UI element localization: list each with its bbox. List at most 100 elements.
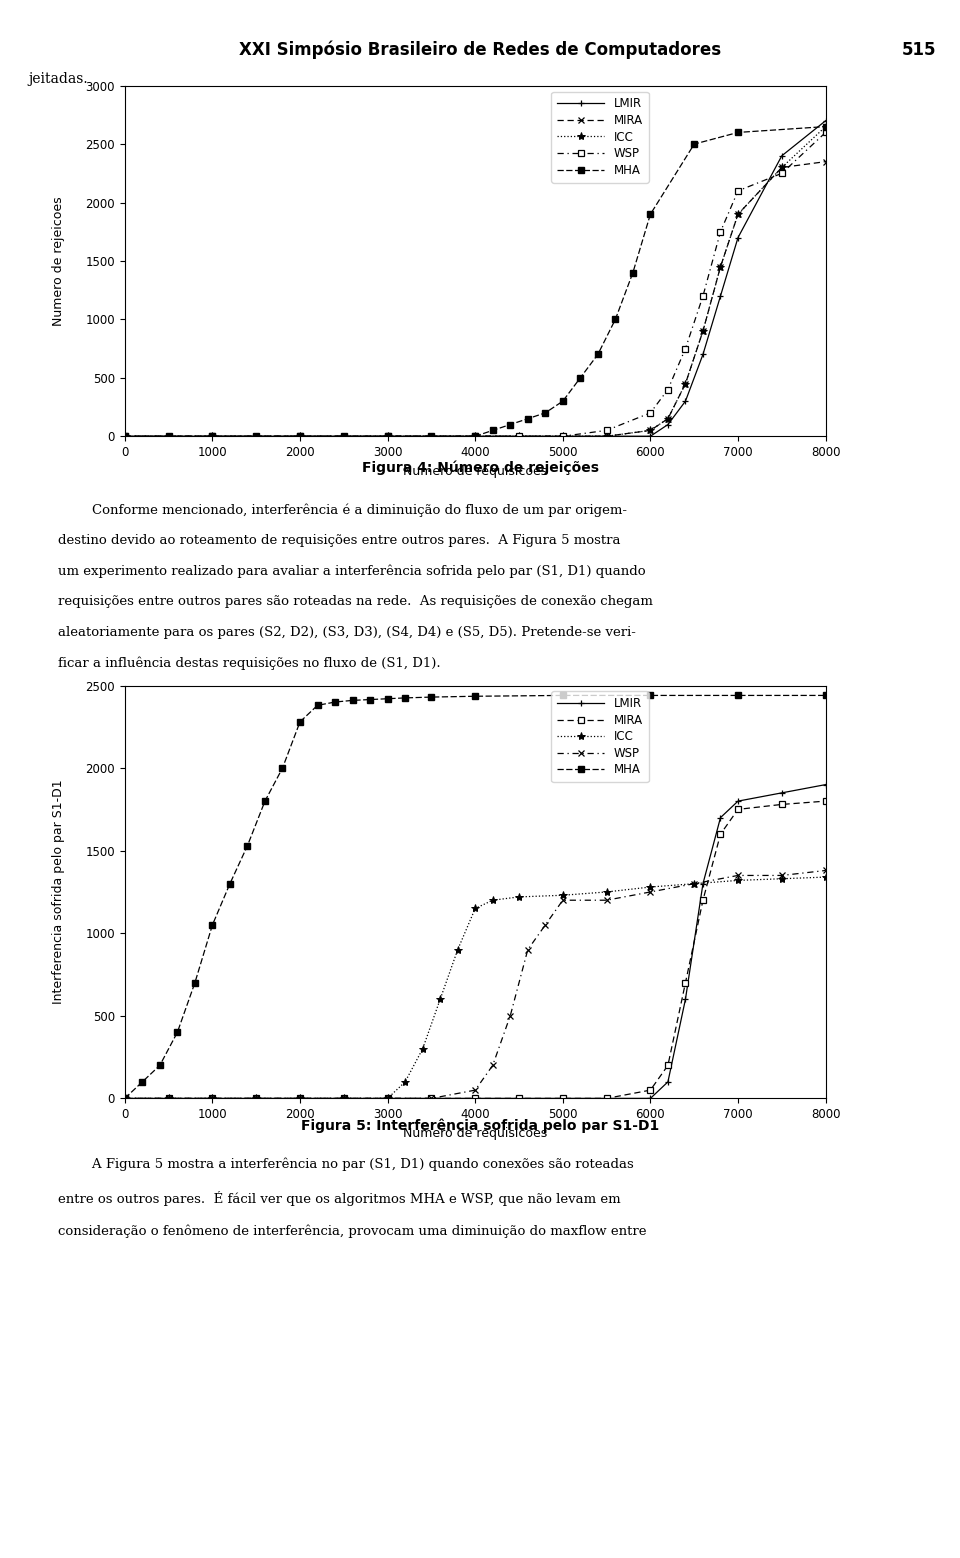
MHA: [522, 410, 534, 428]
MHA: [225, 874, 236, 893]
WSP: [522, 941, 534, 960]
WSP: [557, 427, 568, 446]
LMIR: [469, 1089, 481, 1108]
ICC: [732, 871, 744, 890]
LMIR: [662, 1072, 674, 1091]
Legend: LMIR, MIRA, ICC, WSP, MHA: LMIR, MIRA, ICC, WSP, MHA: [551, 692, 649, 782]
ICC: [514, 888, 525, 907]
MIRA: [645, 421, 657, 439]
MIRA: [645, 1081, 657, 1100]
MIRA: [469, 1089, 481, 1108]
LMIR: [680, 393, 691, 411]
ICC: [338, 1089, 349, 1108]
LMIR: [645, 1089, 657, 1108]
ICC: [697, 323, 708, 341]
LMIR: [645, 427, 657, 446]
LMIR: [820, 776, 831, 795]
MIRA: [662, 410, 674, 428]
ICC: [645, 421, 657, 439]
MIRA: [776, 159, 787, 178]
WSP: [505, 1006, 516, 1025]
LMIR: [206, 427, 218, 446]
LMIR: [697, 874, 708, 893]
Text: consideração o fenômeno de interferência, provocam uma diminuição do maxflow ent: consideração o fenômeno de interferência…: [58, 1225, 646, 1237]
ICC: [776, 869, 787, 888]
Line: MHA: MHA: [122, 123, 828, 439]
WSP: [557, 891, 568, 910]
ICC: [645, 877, 657, 896]
ICC: [688, 874, 700, 893]
MHA: [347, 692, 358, 710]
Line: LMIR: LMIR: [121, 781, 829, 1102]
MHA: [206, 916, 218, 935]
WSP: [206, 427, 218, 446]
WSP: [732, 182, 744, 201]
WSP: [338, 1089, 349, 1108]
MIRA: [206, 427, 218, 446]
MHA: [172, 1024, 183, 1042]
MIRA: [601, 427, 612, 446]
WSP: [732, 866, 744, 885]
MIRA: [680, 974, 691, 992]
WSP: [294, 1089, 305, 1108]
MHA: [505, 416, 516, 435]
MHA: [645, 686, 657, 704]
WSP: [680, 340, 691, 358]
LMIR: [294, 1089, 305, 1108]
WSP: [163, 1089, 175, 1108]
MHA: [574, 369, 586, 388]
MHA: [469, 427, 481, 446]
MIRA: [514, 427, 525, 446]
X-axis label: Numero de requisicoes: Numero de requisicoes: [403, 1126, 547, 1139]
MHA: [338, 427, 349, 446]
MIRA: [820, 791, 831, 810]
ICC: [714, 257, 727, 276]
WSP: [382, 1089, 394, 1108]
LMIR: [469, 427, 481, 446]
MHA: [136, 1072, 148, 1091]
ICC: [163, 1089, 175, 1108]
MHA: [592, 346, 604, 365]
Y-axis label: Interferencia sofrida pelo par S1-D1: Interferencia sofrida pelo par S1-D1: [52, 779, 65, 1005]
WSP: [688, 874, 700, 893]
LMIR: [680, 989, 691, 1008]
ICC: [469, 899, 481, 918]
MIRA: [732, 801, 744, 820]
Line: ICC: ICC: [121, 123, 829, 441]
LMIR: [557, 1089, 568, 1108]
LMIR: [714, 809, 727, 827]
ICC: [399, 1072, 411, 1091]
MIRA: [251, 1089, 262, 1108]
LMIR: [163, 1089, 175, 1108]
Text: XXI Simpósio Brasileiro de Redes de Computadores: XXI Simpósio Brasileiro de Redes de Comp…: [239, 41, 721, 59]
Text: Figura 5: Interferência sofrida pelo par S1-D1: Figura 5: Interferência sofrida pelo par…: [300, 1119, 660, 1133]
Text: aleatoriamente para os pares (S2, D2), (S3, D3), (S4, D4) e (S5, D5). Pretende-s: aleatoriamente para os pares (S2, D2), (…: [58, 626, 636, 639]
Line: MIRA: MIRA: [121, 159, 829, 439]
LMIR: [601, 427, 612, 446]
Text: entre os outros pares.  É fácil ver que os algoritmos MHA e WSP, que não levam e: entre os outros pares. É fácil ver que o…: [58, 1190, 620, 1206]
MHA: [206, 427, 218, 446]
MIRA: [206, 1089, 218, 1108]
LMIR: [601, 1089, 612, 1108]
Line: MHA: MHA: [122, 693, 828, 1102]
MIRA: [662, 1056, 674, 1075]
ICC: [601, 427, 612, 446]
LMIR: [382, 427, 394, 446]
LMIR: [514, 1089, 525, 1108]
WSP: [540, 916, 551, 935]
MHA: [294, 712, 305, 731]
WSP: [487, 1056, 498, 1075]
WSP: [820, 123, 831, 142]
MIRA: [732, 206, 744, 224]
LMIR: [732, 791, 744, 810]
WSP: [382, 427, 394, 446]
MHA: [382, 689, 394, 707]
LMIR: [820, 112, 831, 131]
MHA: [294, 427, 305, 446]
LMIR: [732, 229, 744, 248]
LMIR: [514, 427, 525, 446]
MIRA: [697, 891, 708, 910]
MIRA: [119, 427, 131, 446]
MIRA: [514, 1089, 525, 1108]
ICC: [206, 427, 218, 446]
